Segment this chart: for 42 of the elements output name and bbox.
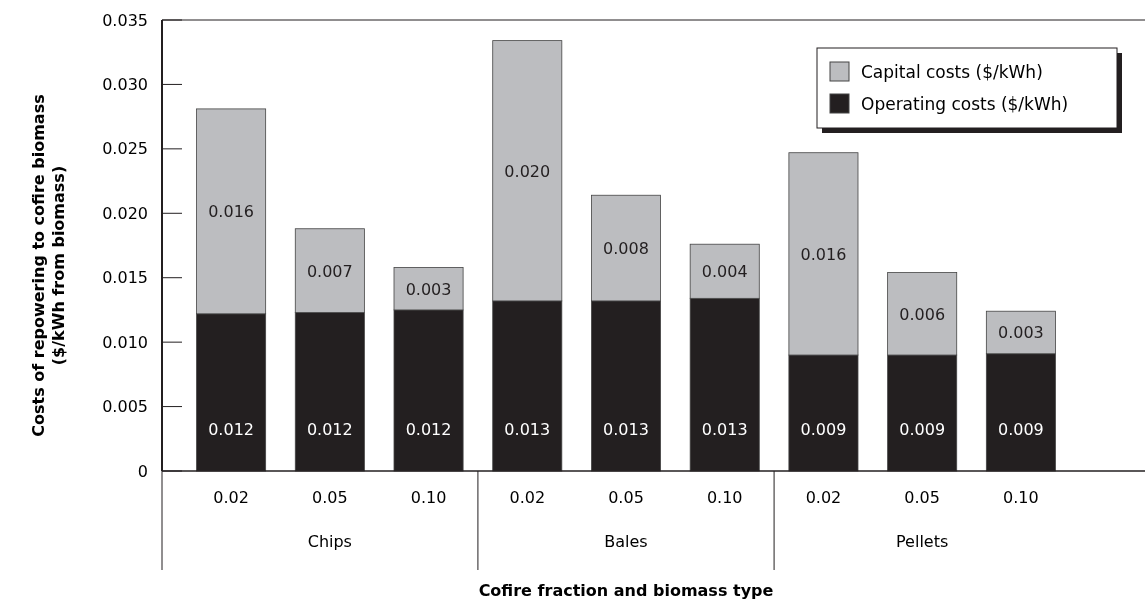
data-label: 0.012 [208,420,255,439]
data-label: 0.009 [997,420,1044,439]
x-tick-label: 0.10 [706,488,743,507]
data-label: 0.003 [997,323,1044,343]
y-tick-label: 0.035 [102,10,148,30]
data-label: 0.020 [504,161,551,181]
x-tick-label: 0.02 [213,488,249,507]
data-label: 0.004 [701,262,748,282]
y-tick-label: 0.025 [102,139,148,159]
data-label: 0.009 [800,420,847,439]
text: Bales [604,532,648,551]
data-label: 0.016 [800,244,847,264]
y-tick-label: 0.020 [102,203,148,223]
x-tick-label: 0.05 [608,488,644,507]
y-tick-label: 0.015 [102,268,148,288]
data-label: 0.012 [405,420,452,439]
x-tick-label: 0.10 [1003,488,1039,507]
data-label: 0.012 [306,420,353,439]
text: Chips [307,532,352,551]
x-tick-label: 0.02 [805,488,842,507]
x-tick-label: 0.05 [904,488,940,507]
x-axis-title: Cofire fraction and biomass type [478,581,774,600]
y-axis-title: Costs of repowering to cofire biomass ($/kWh from biomass) [29,94,68,437]
data-label: 0.013 [603,420,649,439]
x-tick-label: 0.10 [410,488,447,507]
data-label: 0.009 [899,420,946,439]
y-tick-label: 0.010 [102,332,148,352]
legend-label: Operating costs ($/kWh) [861,93,1069,114]
y-tick-label: 0.030 [102,75,148,95]
data-label: 0.013 [701,420,748,439]
y-tick-label: 0 [137,461,148,481]
data-label: 0.007 [306,261,353,281]
y-tick-label: 0.005 [102,397,148,417]
data-label: 0.003 [405,279,452,299]
data-label: 0.016 [208,202,255,222]
data-label: 0.008 [603,239,649,259]
data-label: 0.006 [899,304,946,324]
text: Pellets [896,532,949,551]
data-label: 0.013 [504,420,551,439]
legend-label: Capital costs ($/kWh) [861,61,1043,82]
x-tick-label: 0.05 [312,488,348,507]
x-tick-label: 0.02 [509,488,546,507]
